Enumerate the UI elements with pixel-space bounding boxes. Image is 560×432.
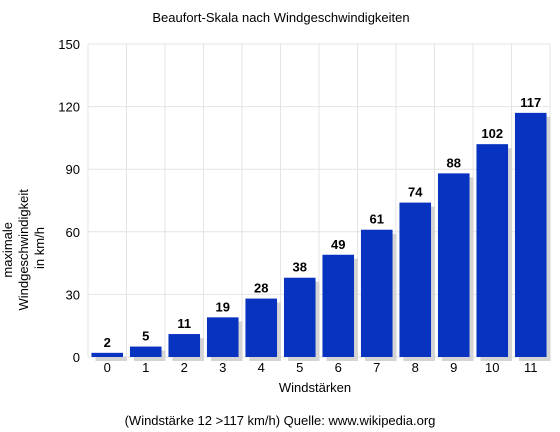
data-label: 88 — [447, 155, 461, 170]
data-label: 2 — [104, 335, 111, 350]
y-axis-label-line-2: Windgeschwindigkeit — [16, 189, 31, 311]
y-tick-label: 0 — [73, 350, 80, 365]
x-axis-ticks: 0 1 2 3 4 5 6 7 8 9 10 11 — [104, 360, 538, 375]
x-tick-label: 0 — [104, 360, 111, 375]
bar — [206, 317, 239, 357]
x-tick-label: 10 — [485, 360, 499, 375]
data-label: 102 — [481, 126, 503, 141]
data-labels: 2 5 11 19 28 38 49 61 74 88 102 117 — [104, 95, 542, 350]
x-tick-label: 5 — [296, 360, 303, 375]
bar — [360, 229, 393, 357]
y-axis-label-line-3: in km/h — [32, 227, 47, 269]
y-axis-ticks: 0 30 60 90 120 150 — [58, 37, 80, 365]
footnote: (Windstärke 12 >117 km/h) Quelle: www.wi… — [125, 413, 436, 428]
y-tick-label: 120 — [58, 100, 80, 115]
y-axis-label: maximale Windgeschwindigkeit in km/h — [0, 185, 47, 310]
x-tick-label: 3 — [219, 360, 226, 375]
bar — [129, 346, 162, 357]
x-axis-label: Windstärken — [279, 380, 351, 395]
bar — [399, 202, 432, 357]
x-tick-label: 6 — [335, 360, 342, 375]
data-label: 38 — [293, 260, 307, 275]
data-label: 117 — [520, 95, 541, 110]
data-label: 19 — [216, 299, 230, 314]
bar — [91, 352, 124, 357]
bar — [283, 277, 316, 357]
y-tick-label: 150 — [58, 37, 80, 52]
y-axis-label-line-1: maximale — [0, 222, 15, 278]
bar — [245, 298, 278, 357]
bar-shadow — [95, 356, 128, 361]
x-tick-label: 2 — [181, 360, 188, 375]
bar-series — [91, 112, 551, 361]
y-tick-label: 90 — [66, 162, 80, 177]
x-tick-label: 4 — [258, 360, 265, 375]
data-label: 61 — [370, 212, 384, 227]
data-label: 49 — [331, 237, 345, 252]
x-tick-label: 11 — [524, 360, 538, 375]
bar — [514, 112, 547, 357]
y-tick-label: 30 — [66, 287, 80, 302]
y-tick-label: 60 — [66, 225, 80, 240]
x-tick-label: 8 — [412, 360, 419, 375]
bar — [322, 254, 355, 357]
data-label: 28 — [254, 281, 268, 296]
bar — [168, 334, 201, 357]
x-tick-label: 7 — [373, 360, 380, 375]
data-label: 74 — [408, 185, 423, 200]
x-tick-label: 1 — [142, 360, 149, 375]
chart-title: Beaufort-Skala nach Windgeschwindigkeite… — [152, 10, 409, 25]
data-label: 11 — [177, 316, 191, 331]
data-label: 5 — [142, 329, 149, 344]
bar — [476, 144, 509, 357]
bar — [437, 173, 470, 357]
x-tick-label: 9 — [450, 360, 457, 375]
